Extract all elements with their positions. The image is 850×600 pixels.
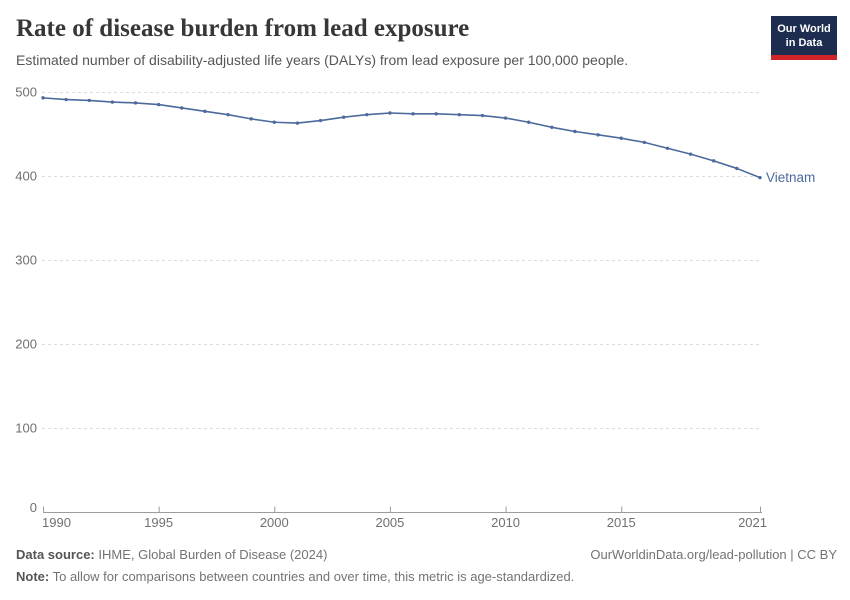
data-point[interactable] (503, 116, 508, 120)
note-label: Note: (16, 569, 50, 584)
data-point[interactable] (110, 100, 115, 104)
svg-text:2021: 2021 (738, 515, 767, 530)
chart-footer: Data source: IHME, Global Burden of Dise… (16, 547, 837, 584)
svg-text:0: 0 (30, 500, 37, 515)
owid-logo-line1: Our World (777, 23, 831, 35)
data-point[interactable] (619, 136, 623, 140)
data-point[interactable] (41, 96, 45, 100)
gridlines (42, 92, 762, 429)
data-point[interactable] (758, 175, 762, 180)
data-point[interactable] (411, 112, 415, 116)
page-title: Rate of disease burden from lead exposur… (16, 15, 470, 42)
data-point[interactable] (365, 112, 369, 117)
data-point[interactable] (64, 97, 68, 102)
svg-text:2015: 2015 (607, 515, 636, 530)
svg-text:300: 300 (15, 253, 37, 268)
data-point[interactable] (480, 113, 485, 118)
data-point[interactable] (272, 120, 276, 124)
x-axis-labels: 1990 1995 2000 2005 2010 2015 2021 (42, 515, 767, 530)
data-source-label: Data source: (16, 547, 95, 562)
svg-text:1995: 1995 (144, 515, 173, 530)
data-point[interactable] (87, 98, 91, 103)
data-point[interactable] (180, 106, 184, 110)
chart-header: Rate of disease burden from lead exposur… (16, 14, 760, 69)
data-point[interactable] (665, 146, 670, 150)
data-point[interactable] (573, 129, 577, 134)
data-point[interactable] (688, 152, 693, 156)
data-point[interactable] (341, 115, 346, 119)
data-point[interactable] (318, 118, 323, 123)
data-point[interactable] (226, 112, 230, 117)
data-point[interactable] (434, 112, 438, 116)
svg-text:2010: 2010 (491, 515, 520, 530)
svg-text:500: 500 (15, 85, 37, 100)
note-line: Note: To allow for comparisons between c… (16, 569, 837, 584)
owid-logo-line2: in Data (785, 37, 823, 49)
series-vietnam[interactable]: Vietnam (41, 96, 815, 185)
svg-text:200: 200 (15, 337, 37, 352)
entity-label[interactable]: Vietnam (766, 170, 815, 185)
svg-text:100: 100 (15, 421, 37, 436)
owid-logo[interactable]: Our World in Data (771, 16, 837, 60)
y-axis-labels: 0 100 200 300 400 500 (15, 85, 37, 516)
svg-text:400: 400 (15, 169, 37, 184)
data-point[interactable] (295, 121, 300, 125)
svg-text:2005: 2005 (375, 515, 404, 530)
data-point[interactable] (156, 102, 161, 107)
data-point[interactable] (527, 120, 531, 124)
attribution-link[interactable]: OurWorldinData.org/lead-pollution | CC B… (590, 547, 837, 562)
data-point[interactable] (249, 117, 253, 121)
svg-text:2000: 2000 (260, 515, 289, 530)
data-point[interactable] (457, 112, 462, 117)
data-point[interactable] (712, 159, 716, 163)
x-axis (43, 506, 762, 513)
data-source-text: IHME, Global Burden of Disease (2024) (94, 547, 328, 562)
data-point[interactable] (133, 101, 138, 105)
data-source-line: Data source: IHME, Global Burden of Dise… (16, 547, 327, 562)
data-point[interactable] (550, 125, 554, 129)
data-point[interactable] (596, 133, 600, 137)
svg-text:1990: 1990 (42, 515, 71, 530)
note-text: To allow for comparisons between countri… (49, 569, 575, 584)
data-point[interactable] (642, 140, 647, 145)
series-line[interactable] (42, 97, 761, 179)
data-point[interactable] (735, 166, 739, 171)
data-point[interactable] (388, 111, 392, 115)
chart-subtitle: Estimated number of disability-adjusted … (16, 52, 629, 68)
data-point[interactable] (203, 109, 207, 114)
